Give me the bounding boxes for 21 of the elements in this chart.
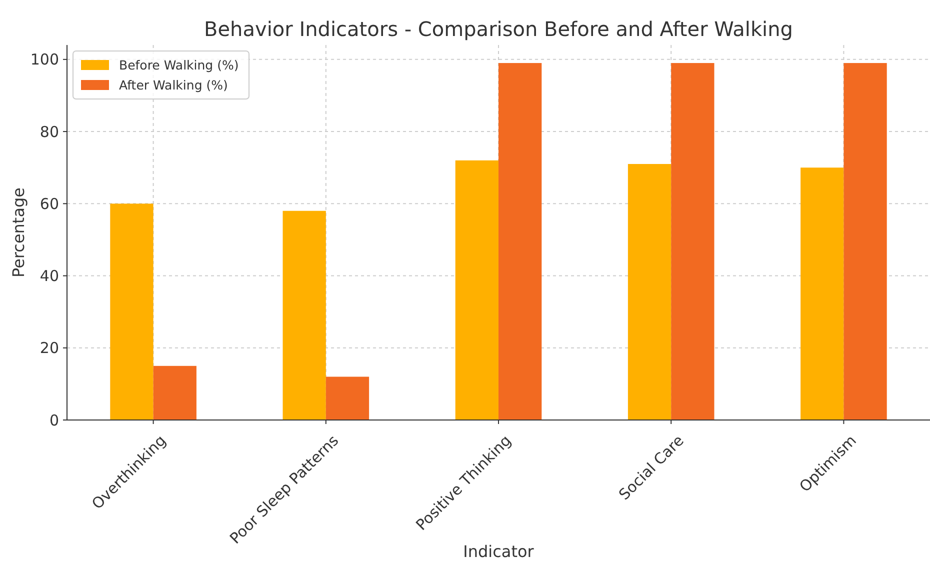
legend-label: Before Walking (%) [119, 57, 239, 72]
bar [326, 376, 370, 420]
y-tick-label: 80 [40, 122, 59, 141]
y-tick-label: 20 [40, 339, 59, 358]
bar [671, 63, 714, 420]
y-tick-label: 40 [40, 267, 59, 286]
bar [800, 168, 844, 420]
x-axis-title: Indicator [463, 542, 534, 561]
bar [628, 164, 672, 420]
bar [844, 63, 887, 420]
bar [110, 204, 154, 420]
y-tick-label: 0 [49, 411, 59, 430]
bar [282, 210, 326, 420]
bar [455, 160, 498, 420]
y-tick-label: 100 [30, 50, 59, 69]
y-tick-label: 60 [40, 194, 59, 213]
y-axis-title: Percentage [9, 187, 28, 278]
legend-label: After Walking (%) [119, 77, 228, 92]
chart-title: Behavior Indicators - Comparison Before and After Walking [204, 17, 793, 41]
bar [498, 63, 542, 420]
bar [153, 366, 196, 420]
